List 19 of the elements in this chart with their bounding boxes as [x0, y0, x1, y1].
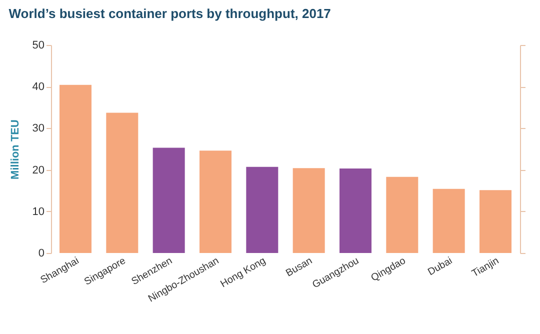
y-tick-label: 30	[32, 122, 44, 135]
bar	[386, 176, 418, 253]
bar	[480, 190, 512, 253]
y-tick-label: 40	[32, 81, 44, 94]
y-axis-title: Million TEU	[9, 120, 22, 180]
bar	[340, 168, 372, 253]
chart-title: World’s busiest container ports by throughput, 2017	[8, 6, 331, 21]
x-tick-label: Hong Kong	[218, 256, 268, 290]
bar	[246, 166, 278, 253]
bar	[432, 188, 465, 253]
bar	[106, 112, 138, 253]
y-tick-label: 50	[32, 40, 44, 52]
y-tick-label: 10	[32, 206, 44, 218]
bar	[292, 168, 325, 253]
bar	[152, 148, 185, 253]
y-tick-label: 0	[38, 248, 44, 260]
bar	[60, 84, 92, 253]
y-tick-label: 20	[32, 164, 44, 176]
bar	[200, 150, 232, 253]
